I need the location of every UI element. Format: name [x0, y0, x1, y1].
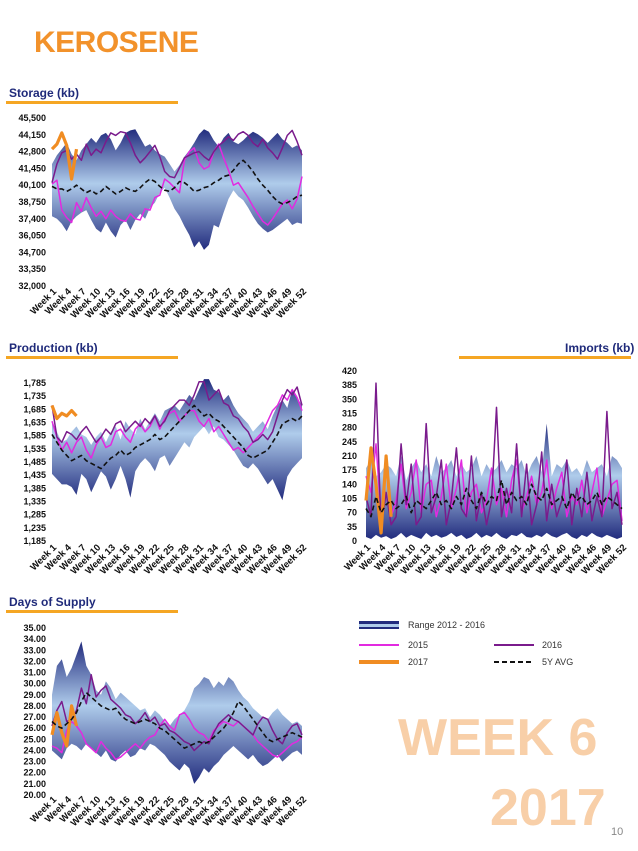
production-ytick-label: 1,785: [23, 378, 46, 388]
watermark-week: WEEK 6: [398, 709, 598, 767]
days_of_supply-ytick-label: 35.00: [23, 623, 46, 633]
days_of_supply-ytick-label: 30.00: [23, 679, 46, 689]
legend-avg-label: 5Y AVG: [542, 657, 574, 667]
page-title: KEROSENE: [34, 26, 199, 59]
days_of_supply-ytick-label: 28.00: [23, 701, 46, 711]
days_of_supply-series-5y-avg: [51, 691, 303, 750]
days_of_supply-ytick-label: 29.00: [23, 690, 46, 700]
storage-ytick-label: 41,450: [18, 163, 46, 173]
imports-ytick-label: 175: [342, 465, 357, 475]
production-ytick-label: 1,535: [23, 444, 46, 454]
watermark-year: 2017: [490, 779, 606, 837]
storage-chart-title: Storage (kb): [9, 86, 80, 100]
days_of_supply-ytick-label: 31.00: [23, 668, 46, 678]
production-ytick-label: 1,385: [23, 483, 46, 493]
days_of_supply-ytick-label: 24.00: [23, 745, 46, 755]
days_of_supply-series-2017: [50, 704, 79, 748]
imports-series-5y-avg: [365, 479, 623, 518]
production-title-rule: [6, 356, 178, 359]
storage-ytick-label: 42,800: [18, 147, 46, 157]
days_of_supply-ytick-label: 25.00: [23, 734, 46, 744]
legend-2016-label: 2016: [542, 640, 563, 650]
storage-series-2015: [51, 143, 303, 226]
production-ytick-label: 1,285: [23, 510, 46, 520]
storage-title-rule: [6, 101, 178, 104]
imports-ytick-label: 140: [342, 479, 357, 489]
days_of_supply-ytick-label: 27.00: [23, 712, 46, 722]
imports-ytick-label: 420: [342, 366, 357, 376]
legend-range-label: Range 2012 - 2016: [408, 620, 486, 630]
storage-ytick-label: 33,350: [18, 264, 46, 274]
imports-ytick-label: 245: [342, 437, 357, 447]
days-of-supply-chart-title: Days of Supply: [9, 595, 96, 609]
production-ytick-label: 1,485: [23, 457, 46, 467]
days_of_supply-ytick-label: 21.00: [23, 779, 46, 789]
days_of_supply-ytick-label: 23.00: [23, 757, 46, 767]
production-ytick-label: 1,685: [23, 404, 46, 414]
storage-ytick-label: 40,100: [18, 180, 46, 190]
production-ytick-label: 1,635: [23, 418, 46, 428]
production-ytick-label: 1,185: [23, 536, 46, 546]
production-ytick-label: 1,235: [23, 523, 46, 533]
imports-ytick-label: 315: [342, 409, 357, 419]
page-number: 10: [611, 826, 624, 838]
days_of_supply-range-band: [52, 641, 302, 784]
storage-ytick-label: 38,750: [18, 197, 46, 207]
imports-ytick-label: 70: [347, 508, 357, 518]
production-chart-title: Production (kb): [9, 341, 98, 355]
production-ytick-label: 1,585: [23, 431, 46, 441]
production-ytick-label: 1,735: [23, 391, 46, 401]
production-ytick-label: 1,335: [23, 497, 46, 507]
days_of_supply-ytick-label: 34.00: [23, 634, 46, 644]
storage-chart: 45,500 44,150 42,800 41,450 40,100 38,750 37,4…: [18, 113, 309, 321]
storage-series-2017: [50, 131, 79, 181]
production-range-band: [52, 379, 302, 501]
legend-range-swatch: [359, 621, 399, 629]
production-series-2017: [50, 404, 78, 421]
production-series-2015: [51, 388, 303, 459]
legend-2017-label: 2017: [408, 657, 429, 667]
imports-chart-title: Imports (kb): [565, 341, 635, 355]
imports-series-2015: [365, 443, 623, 521]
days_of_supply-ytick-label: 26.00: [23, 723, 46, 733]
imports-series-2017: [364, 446, 393, 535]
production-ytick-label: 1,435: [23, 470, 46, 480]
days_of_supply-ytick-label: 20.00: [23, 790, 46, 800]
storage-series-5y-avg: [51, 159, 303, 205]
days-of-supply-title-rule: [6, 610, 178, 613]
imports-series-2016: [365, 382, 623, 530]
days_of_supply-series-2015: [51, 711, 303, 761]
legend-2015-label: 2015: [408, 640, 429, 650]
days_of_supply-ytick-label: 32.00: [23, 656, 46, 666]
imports-ytick-label: 385: [342, 380, 357, 390]
imports-title-rule: [459, 356, 631, 359]
imports-ytick-label: 105: [342, 494, 357, 504]
imports-ytick-label: 350: [342, 394, 357, 404]
days_of_supply-ytick-label: 33.00: [23, 645, 46, 655]
days_of_supply-series-2016: [51, 674, 303, 752]
storage-ytick-label: 37,400: [18, 214, 46, 224]
imports-ytick-label: 0: [352, 536, 357, 546]
production-series-5y-avg: [51, 404, 303, 470]
storage-ytick-label: 34,700: [18, 247, 46, 257]
imports-ytick-label: 210: [342, 451, 357, 461]
production-series-2016: [51, 380, 303, 444]
storage-series-2016: [51, 129, 303, 183]
storage-ytick-label: 45,500: [18, 113, 46, 123]
storage-ytick-label: 44,150: [18, 130, 46, 140]
storage-ytick-label: 32,000: [18, 281, 46, 291]
imports-ytick-label: 35: [347, 522, 357, 532]
storage-ytick-label: 36,050: [18, 231, 46, 241]
days_of_supply-ytick-label: 22.00: [23, 768, 46, 778]
imports-ytick-label: 280: [342, 423, 357, 433]
